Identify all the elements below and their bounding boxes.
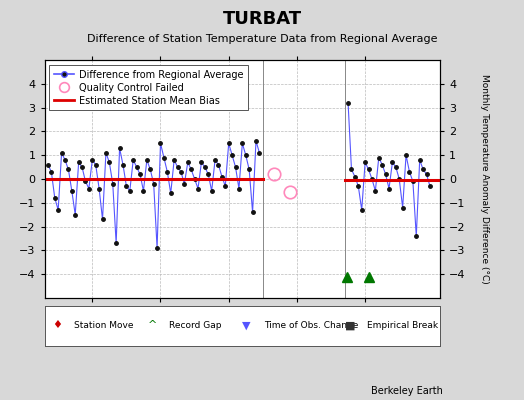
Text: ^: ^ bbox=[147, 320, 157, 330]
Text: Time of Obs. Change: Time of Obs. Change bbox=[264, 321, 358, 330]
Text: Record Gap: Record Gap bbox=[169, 321, 222, 330]
Text: ♦: ♦ bbox=[52, 320, 62, 330]
Text: Empirical Break: Empirical Break bbox=[367, 321, 438, 330]
Text: ■: ■ bbox=[345, 320, 356, 330]
Text: Difference of Station Temperature Data from Regional Average: Difference of Station Temperature Data f… bbox=[87, 34, 437, 44]
Text: Berkeley Earth: Berkeley Earth bbox=[371, 386, 443, 396]
Legend: Difference from Regional Average, Quality Control Failed, Estimated Station Mean: Difference from Regional Average, Qualit… bbox=[49, 65, 248, 110]
Text: TURBAT: TURBAT bbox=[222, 10, 302, 28]
Text: Station Move: Station Move bbox=[74, 321, 134, 330]
Text: ▼: ▼ bbox=[242, 320, 251, 330]
Y-axis label: Monthly Temperature Anomaly Difference (°C): Monthly Temperature Anomaly Difference (… bbox=[479, 74, 488, 284]
